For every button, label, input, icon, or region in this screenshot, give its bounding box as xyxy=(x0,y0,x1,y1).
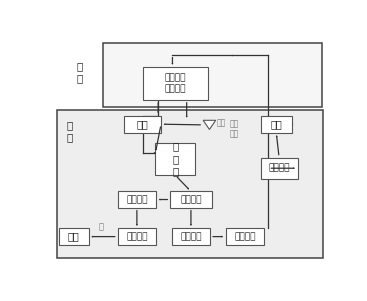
Text: 二级沉淀: 二级沉淀 xyxy=(126,232,148,241)
Text: 压榨: 压榨 xyxy=(68,231,80,242)
FancyBboxPatch shape xyxy=(170,191,211,208)
FancyBboxPatch shape xyxy=(142,67,208,100)
Text: 养
鱼
区: 养 鱼 区 xyxy=(172,141,178,176)
Text: 沉淀: 沉淀 xyxy=(270,119,282,129)
Text: 杀菌: 杀菌 xyxy=(137,119,149,129)
FancyBboxPatch shape xyxy=(261,116,292,132)
Text: 低
位: 低 位 xyxy=(76,61,83,83)
FancyBboxPatch shape xyxy=(172,228,210,245)
FancyBboxPatch shape xyxy=(57,110,323,258)
FancyBboxPatch shape xyxy=(118,191,156,208)
FancyBboxPatch shape xyxy=(103,43,322,107)
Text: 固液分离: 固液分离 xyxy=(180,195,202,204)
FancyBboxPatch shape xyxy=(155,143,195,175)
Text: 一级沉淀: 一级沉淀 xyxy=(126,195,148,204)
Text: 阀门: 阀门 xyxy=(217,119,226,128)
Text: 水质
监测: 水质 监测 xyxy=(229,119,239,138)
FancyBboxPatch shape xyxy=(226,228,264,245)
FancyBboxPatch shape xyxy=(59,228,89,245)
Text: 高
位: 高 位 xyxy=(66,120,72,142)
Text: 水库式大
容积水体: 水库式大 容积水体 xyxy=(164,73,186,94)
FancyBboxPatch shape xyxy=(118,228,156,245)
FancyBboxPatch shape xyxy=(261,157,298,179)
Text: 植物净化: 植物净化 xyxy=(268,164,290,173)
FancyBboxPatch shape xyxy=(124,116,161,132)
Polygon shape xyxy=(203,120,216,129)
Text: 二级过滤: 二级过滤 xyxy=(234,232,256,241)
Text: 一级过滤: 一级过滤 xyxy=(180,232,202,241)
Text: 泵: 泵 xyxy=(99,222,104,231)
